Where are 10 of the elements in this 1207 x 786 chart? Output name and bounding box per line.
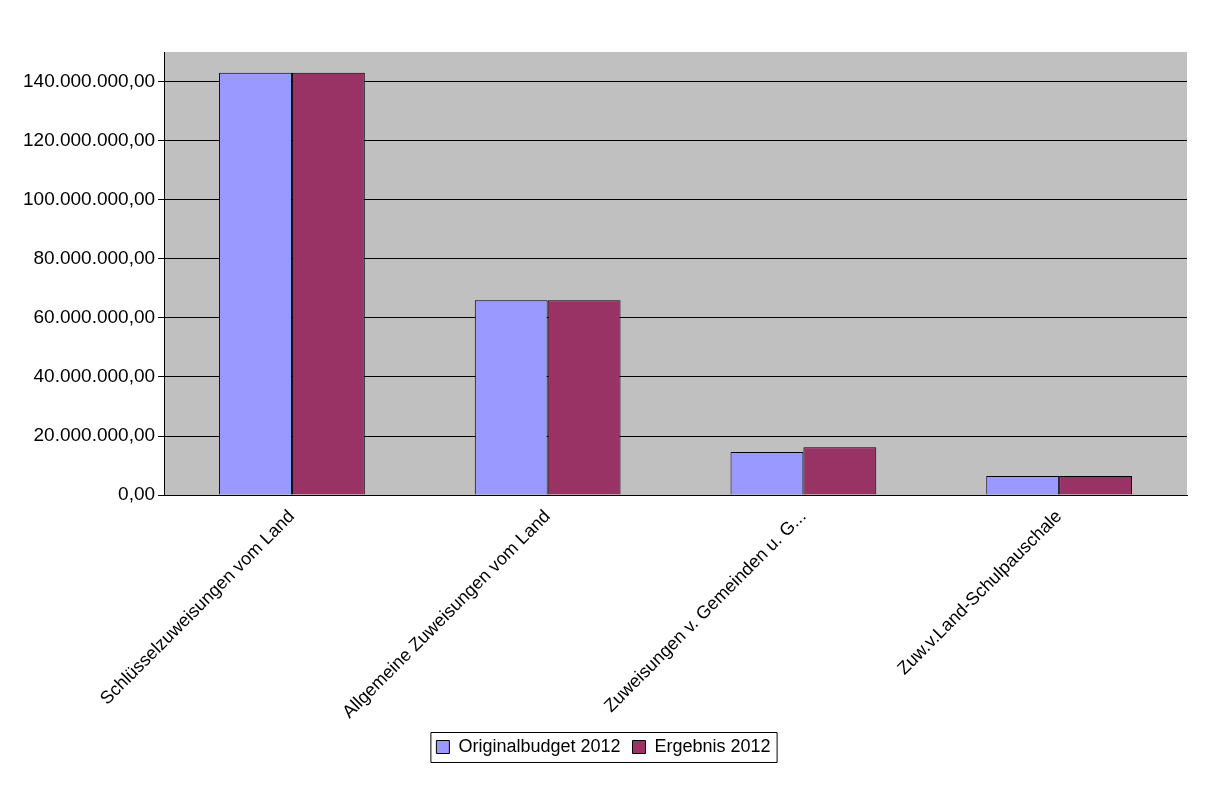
y-tick-label: 60.000.000,00 xyxy=(33,306,156,328)
y-tick-label: 80.000.000,00 xyxy=(33,247,156,269)
y-tick-label: 40.000.000,00 xyxy=(33,365,156,387)
y-tick-label: 20.000.000,00 xyxy=(33,424,156,446)
legend-label: Ergebnis 2012 xyxy=(654,735,771,756)
y-tick-label: 100.000.000,00 xyxy=(22,187,156,209)
y-tick-label: 120.000.000,00 xyxy=(22,128,156,150)
y-tick-label: 0,00 xyxy=(118,483,156,505)
y-tick-label: 140.000.000,00 xyxy=(22,69,156,91)
legend-label: Originalbudget 2012 xyxy=(458,735,621,756)
